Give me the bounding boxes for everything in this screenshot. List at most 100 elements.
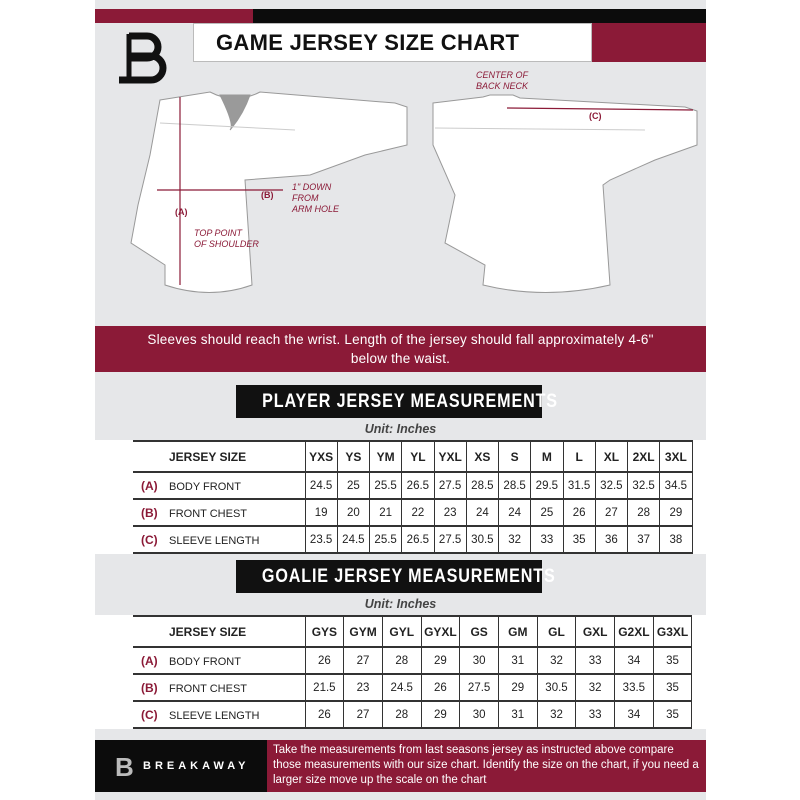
- table-cell: 33.5: [614, 674, 654, 702]
- table-cell: 24.5: [304, 472, 338, 500]
- table-cell: 29: [659, 499, 692, 527]
- size-column-header: YS: [336, 440, 370, 473]
- table-cell: 26.5: [401, 526, 434, 554]
- table-row: (C) SLEEVE LENGTH 23.5 24.5 25.5 26.5 27.5 30.5…: [95, 526, 706, 554]
- measure-letter: (A): [141, 653, 158, 668]
- table-cell: 24.5: [381, 674, 422, 702]
- table-cell: 24: [465, 499, 499, 527]
- goalie-unit: Unit: Inches: [364, 597, 437, 611]
- table-cell: 21: [368, 499, 402, 527]
- table-cell: 32: [536, 647, 576, 675]
- title-accent: [592, 23, 706, 62]
- table-cell: 34: [614, 701, 654, 729]
- table-cell: 31: [497, 647, 538, 675]
- size-column-header: S: [497, 440, 531, 473]
- table-cell: 27.5: [433, 472, 467, 500]
- table-cell: 31.5: [562, 472, 596, 500]
- table-cell: 26: [420, 674, 460, 702]
- table-cell: 29: [420, 647, 460, 675]
- size-column-header: G2XL: [614, 615, 654, 648]
- table-cell: 24: [497, 499, 531, 527]
- table-cell: 37: [626, 526, 660, 554]
- size-column-header: M: [530, 440, 563, 473]
- table-header-row: JERSEY SIZE GYS GYM GYL GYXL GS GM GL GXL G2XL G3X…: [95, 615, 706, 648]
- table-cell: 20: [336, 499, 370, 527]
- size-column-header: GS: [459, 615, 499, 648]
- goalie-section-title-box: GOALIE JERSEY MEASUREMENTS: [236, 560, 555, 593]
- size-header: JERSEY SIZE: [133, 615, 306, 648]
- table-cell: 30.5: [536, 674, 576, 702]
- top-bar-maroon: [95, 9, 253, 23]
- label-c: (C): [589, 111, 602, 121]
- table-cell: 32: [497, 526, 531, 554]
- table-cell: 27: [343, 647, 383, 675]
- table-cell: 29.5: [530, 472, 563, 500]
- table-cell: 23: [433, 499, 467, 527]
- goalie-section-title: GOALIE JERSEY MEASUREMENTS: [261, 566, 556, 587]
- size-column-header: GXL: [575, 615, 615, 648]
- jersey-diagram: [130, 91, 698, 293]
- table-cell: 19: [304, 499, 338, 527]
- note-a: TOP POINT OF SHOULDER: [194, 228, 259, 249]
- table-cell: 29: [497, 674, 538, 702]
- table-cell: 26.5: [401, 472, 434, 500]
- footer-brand-name: BREAKAWAY: [143, 760, 250, 772]
- size-column-header: L: [562, 440, 596, 473]
- table-row: (B) FRONT CHEST 19 20 21 22 23 24 24 25 26 27 28 29: [95, 499, 706, 527]
- table-cell: 27.5: [459, 674, 499, 702]
- measure-label: BODY FRONT: [169, 480, 241, 493]
- footer-brand: B BREAKAWAY: [95, 740, 267, 792]
- measure-letter: (B): [141, 680, 158, 695]
- title-box: [193, 23, 592, 62]
- table-cell: 31: [497, 701, 538, 729]
- measure-letter: (A): [141, 478, 158, 493]
- size-header: JERSEY SIZE: [133, 440, 305, 473]
- table-row: (B) FRONT CHEST 21.5 23 24.5 26 27.5 29 30.5 32 33…: [95, 674, 706, 702]
- size-column-header: YXS: [304, 440, 338, 473]
- table-cell: 28: [381, 701, 422, 729]
- table-cell: 35: [652, 674, 692, 702]
- size-column-header: 3XL: [659, 440, 692, 473]
- goalie-size-table: JERSEY SIZE GYS GYM GYL GYXL GS GM GL GXL G2XL G3X…: [95, 615, 706, 729]
- table-cell: 33: [575, 647, 615, 675]
- table-cell: 24.5: [336, 526, 370, 554]
- table-cell: 25.5: [368, 526, 402, 554]
- measure-label: SLEEVE LENGTH: [169, 534, 260, 547]
- table-row: (A) BODY FRONT 24.5 25 25.5 26.5 27.5 28.5 28.5 2…: [95, 472, 706, 500]
- measure-label: SLEEVE LENGTH: [169, 709, 260, 722]
- table-header-row: JERSEY SIZE YXS YS YM YL YXL XS S M L XL 2XL 3XL: [95, 440, 706, 473]
- front-jersey: [130, 91, 408, 293]
- table-row: (A) BODY FRONT 26 27 28 29 30 31 32 33 34 35: [95, 647, 706, 675]
- table-cell: 27.5: [433, 526, 467, 554]
- size-column-header: 2XL: [626, 440, 660, 473]
- fit-banner: Sleeves should reach the wrist. Length o…: [95, 326, 706, 372]
- table-cell: 23: [343, 674, 383, 702]
- footer-instructions: Take the measurements from last seasons …: [267, 740, 706, 792]
- table-cell: 30.5: [465, 526, 499, 554]
- table-cell: 35: [562, 526, 596, 554]
- size-column-header: G3XL: [652, 615, 692, 648]
- size-column-header: GYL: [381, 615, 422, 648]
- table-cell: 26: [304, 647, 344, 675]
- table-cell: 33: [575, 701, 615, 729]
- measure-label: BODY FRONT: [169, 655, 241, 668]
- table-cell: 35: [652, 701, 692, 729]
- table-cell: 26: [562, 499, 596, 527]
- footer-logo-icon: B: [115, 752, 134, 782]
- table-cell: 32.5: [594, 472, 628, 500]
- table-cell: 35: [652, 647, 692, 675]
- size-column-header: XL: [594, 440, 628, 473]
- size-column-header: GM: [497, 615, 538, 648]
- table-cell: 26: [304, 701, 344, 729]
- player-unit: Unit: Inches: [364, 422, 437, 436]
- measure-letter: (B): [141, 505, 158, 520]
- table-cell: 25: [336, 472, 370, 500]
- measure-letter: (C): [141, 707, 158, 722]
- table-cell: 30: [459, 647, 499, 675]
- table-cell: 28: [381, 647, 422, 675]
- label-a: (A): [175, 207, 188, 217]
- table-cell: 22: [401, 499, 434, 527]
- size-column-header: GYS: [304, 615, 344, 648]
- table-cell: 28.5: [465, 472, 499, 500]
- size-column-header: GYXL: [420, 615, 460, 648]
